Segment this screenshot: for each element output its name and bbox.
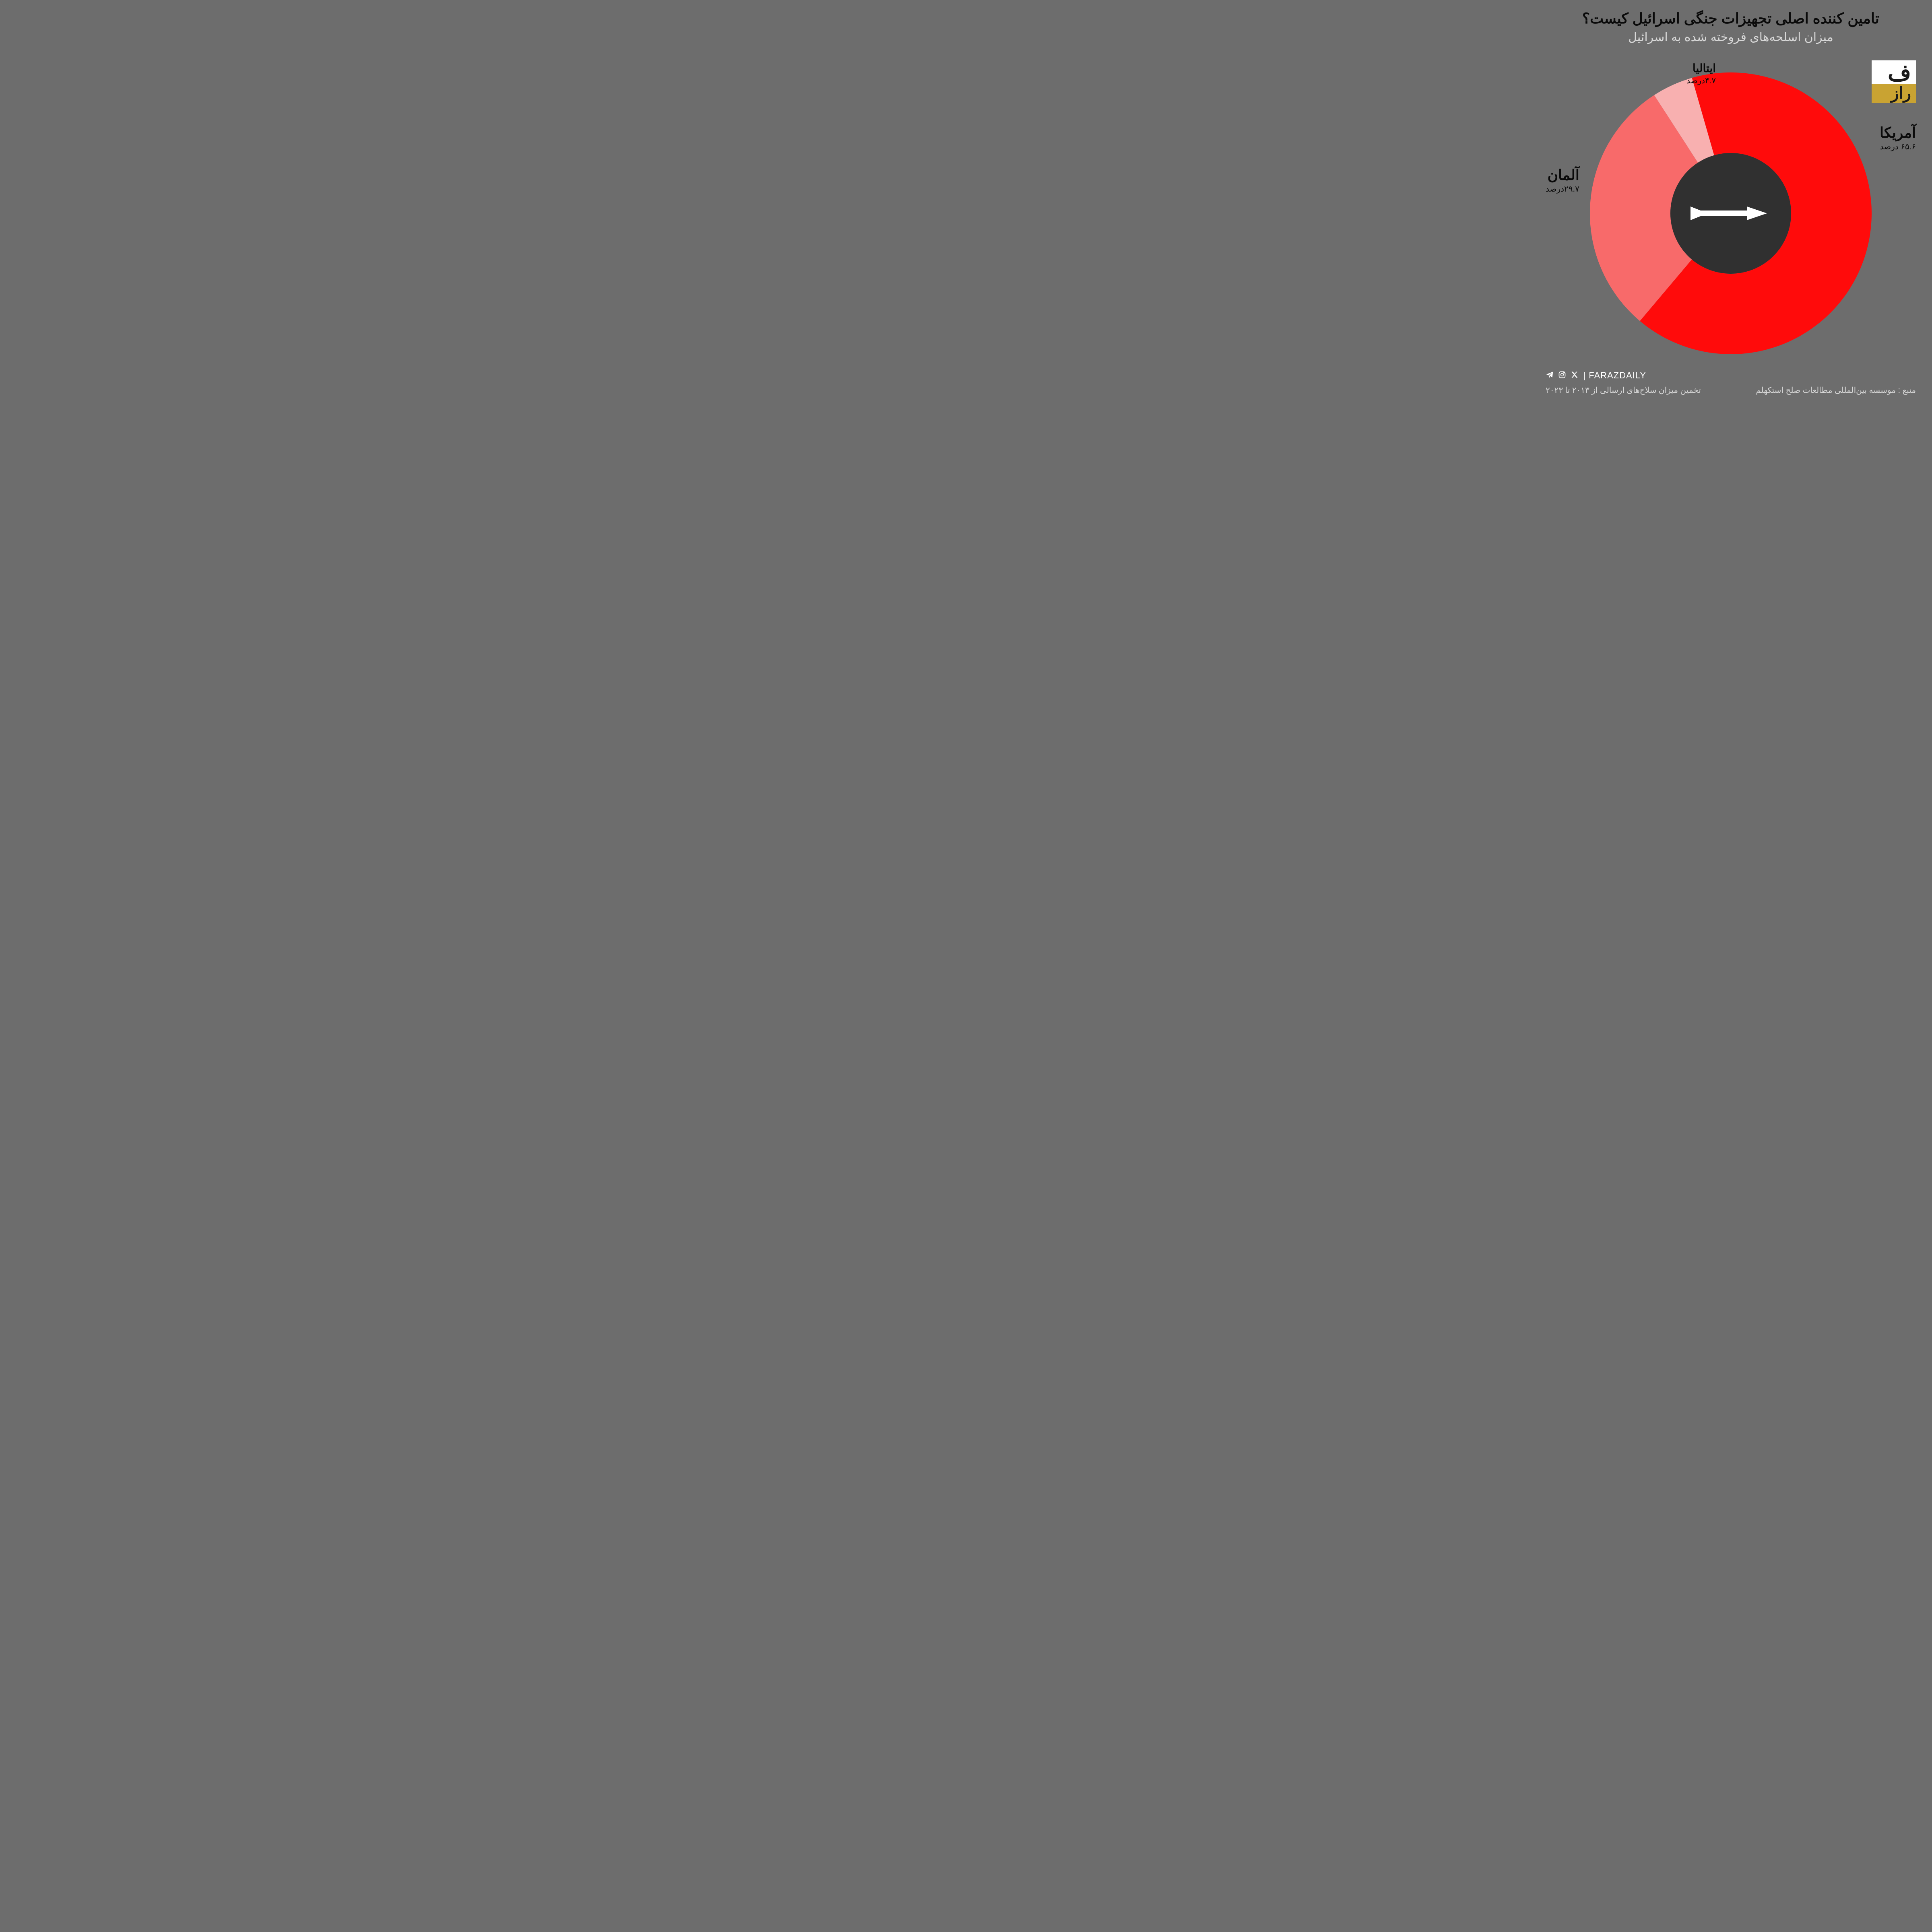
social-divider: |	[1583, 370, 1586, 380]
footer-source: منبع : موسسه بین‌المللی مطالعات صلح استک…	[1756, 385, 1916, 395]
social-handle: FARAZDAILY	[1589, 370, 1646, 380]
label-germany-pct: ۲۹.۷درصد	[1546, 184, 1579, 194]
label-usa: آمریکا ۶۵.۶ درصد	[1880, 125, 1916, 152]
label-germany-name: آلمان	[1546, 167, 1579, 183]
header: تامین کننده اصلی تجهیزات جنگی اسرائیل کی…	[1530, 10, 1932, 44]
footer: | FARAZDAILY منبع : موسسه بین‌المللی مطا…	[1530, 370, 1932, 395]
label-italy-pct: ۴.۷درصد	[1686, 76, 1716, 86]
label-italy-name: ایتالیا	[1686, 62, 1716, 75]
missile-icon	[1686, 199, 1775, 227]
label-germany: آلمان ۲۹.۷درصد	[1546, 167, 1579, 194]
label-italy: ایتالیا ۴.۷درصد	[1686, 62, 1716, 86]
logo-top: ف	[1872, 60, 1916, 84]
telegram-icon	[1546, 371, 1554, 381]
footer-text-row: منبع : موسسه بین‌المللی مطالعات صلح استک…	[1546, 385, 1916, 395]
page-title: تامین کننده اصلی تجهیزات جنگی اسرائیل کی…	[1530, 10, 1932, 27]
donut-chart	[1590, 72, 1872, 354]
donut-center	[1670, 153, 1791, 274]
label-usa-name: آمریکا	[1880, 125, 1916, 141]
page-subtitle: میزان اسلحه‌های فروخته شده به اسرائیل	[1530, 30, 1932, 44]
footer-note: تخمین میزان سلاح‌های ارسالی از ۲۰۱۳ تا ۲…	[1546, 385, 1701, 395]
brand-logo: ف راز	[1872, 60, 1916, 103]
label-usa-pct: ۶۵.۶ درصد	[1880, 142, 1916, 152]
logo-bottom: راز	[1872, 84, 1916, 103]
x-icon	[1571, 371, 1579, 381]
instagram-icon	[1558, 371, 1566, 381]
social-row: | FARAZDAILY	[1546, 370, 1916, 381]
